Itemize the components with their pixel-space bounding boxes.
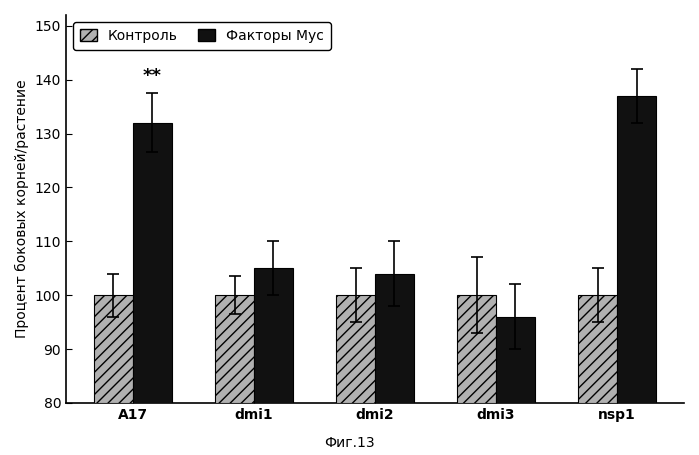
Bar xyxy=(336,295,375,403)
Bar xyxy=(94,295,133,403)
Text: Фиг.13: Фиг.13 xyxy=(324,436,375,450)
Bar xyxy=(496,317,535,403)
Bar xyxy=(215,295,254,403)
Bar xyxy=(133,123,171,403)
Y-axis label: Процент боковых корней/растение: Процент боковых корней/растение xyxy=(15,80,29,338)
Text: **: ** xyxy=(143,67,161,85)
Bar xyxy=(457,295,496,403)
Bar xyxy=(578,295,617,403)
Bar xyxy=(254,268,293,403)
Bar xyxy=(375,273,414,403)
Bar xyxy=(617,96,656,403)
Legend: Контроль, Факторы Мус: Контроль, Факторы Мус xyxy=(73,22,331,50)
